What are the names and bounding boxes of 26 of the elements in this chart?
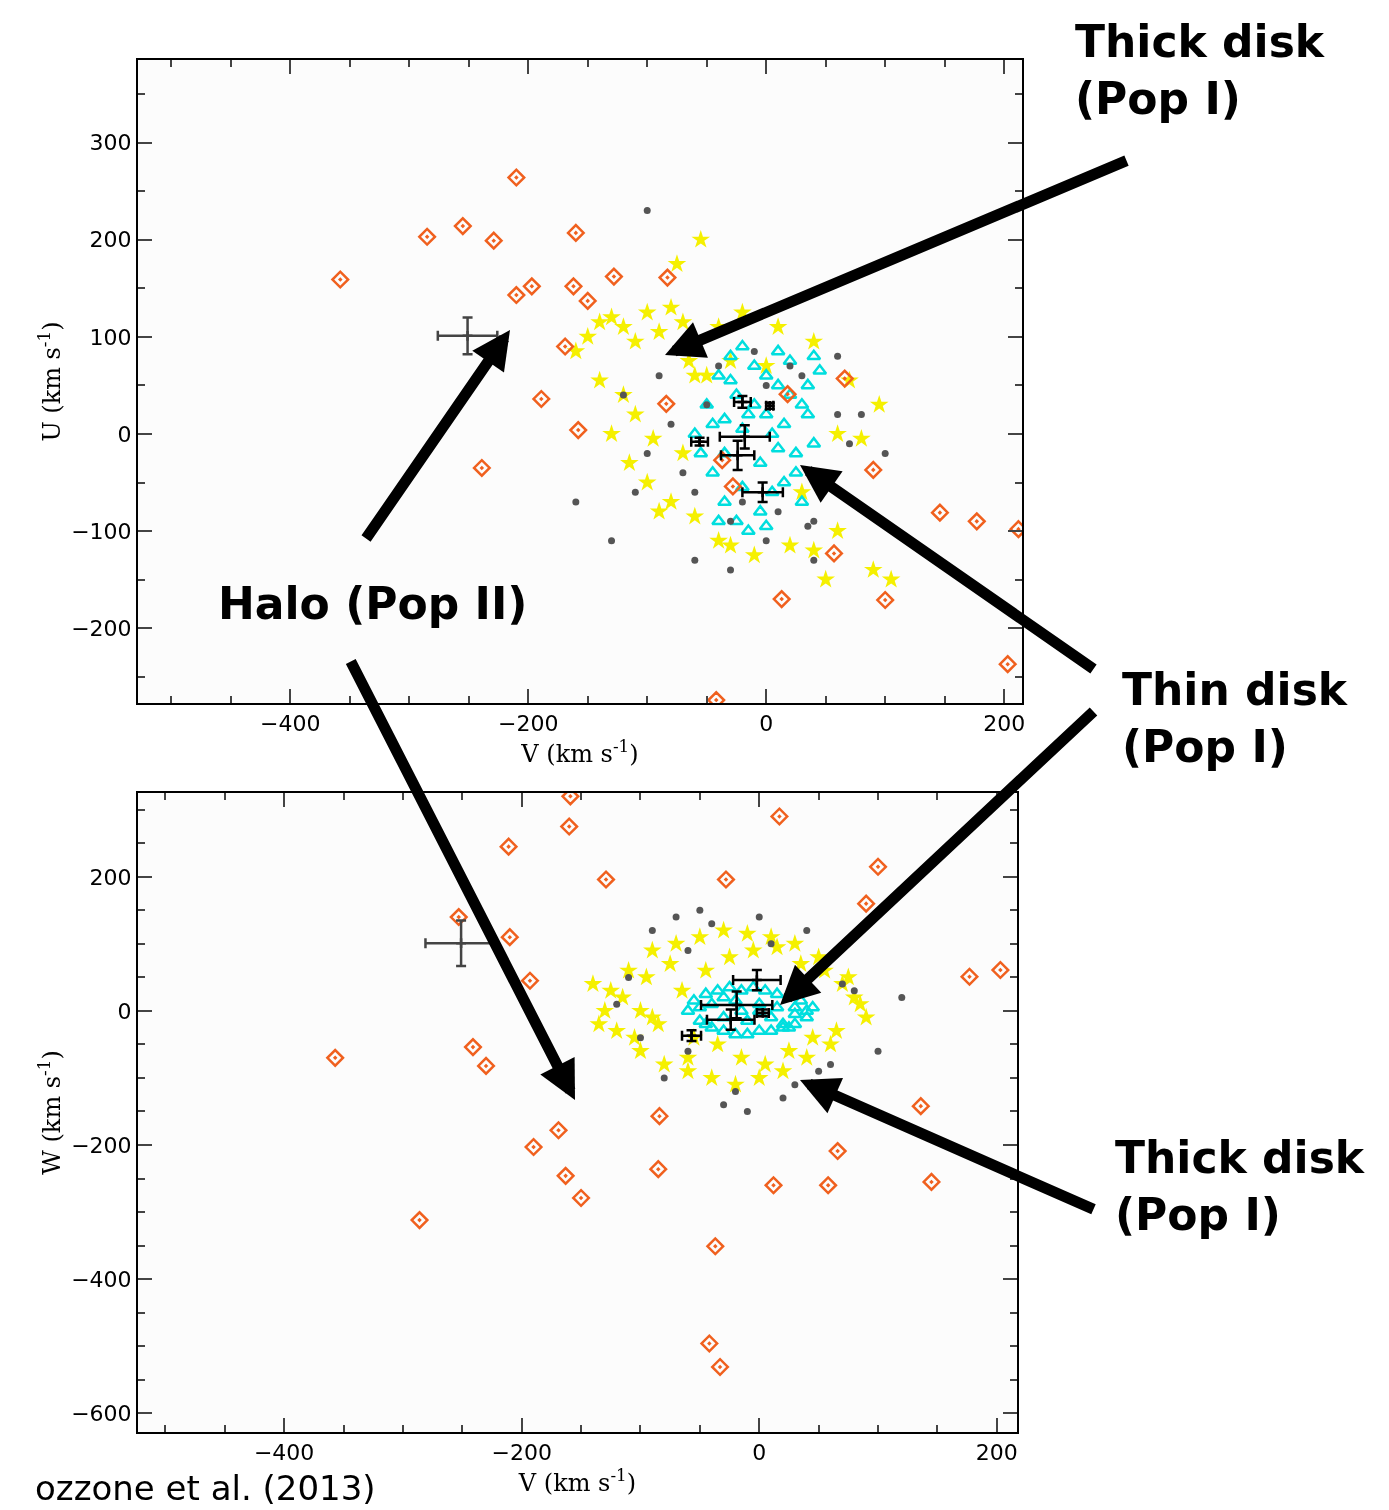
x-tick-label: 200 xyxy=(975,1440,1018,1466)
x-tick-label: 0 xyxy=(752,1440,767,1466)
x-tick-label: −400 xyxy=(253,1440,315,1466)
x-tick-label: −400 xyxy=(260,711,321,737)
y-tick-label: 0 xyxy=(117,998,132,1024)
text: ozzone et al. (2013) xyxy=(35,1468,376,1508)
y-tick-label: −200 xyxy=(71,1132,132,1158)
x-axis-title: V (km s$^{-1}$) xyxy=(520,736,639,769)
x-tick-label: 200 xyxy=(983,711,1026,737)
y-tick-label: −200 xyxy=(71,615,132,641)
y-tick-label: 200 xyxy=(89,227,132,253)
y-tick-label: 0 xyxy=(117,421,132,447)
y-tick-label: 200 xyxy=(89,864,132,890)
y-tick-label: −400 xyxy=(71,1266,132,1292)
y-tick-label: −100 xyxy=(71,518,132,544)
x-axis-title: V (km s$^{-1}$) xyxy=(517,1465,637,1498)
annotation: Halo (Pop II) xyxy=(218,578,528,629)
y-tick-label: −600 xyxy=(71,1400,132,1426)
text: Thin disk (Pop I) xyxy=(1122,664,1349,773)
y-tick-label: 100 xyxy=(89,324,132,350)
text: Thick disk (Pop I) xyxy=(1075,16,1326,125)
x-tick-label: 0 xyxy=(759,711,774,737)
y-tick-label: 300 xyxy=(89,130,132,156)
text: Thick disk (Pop I) xyxy=(1115,1132,1366,1241)
x-tick-label: −200 xyxy=(498,711,559,737)
x-tick-label: −200 xyxy=(491,1440,552,1466)
